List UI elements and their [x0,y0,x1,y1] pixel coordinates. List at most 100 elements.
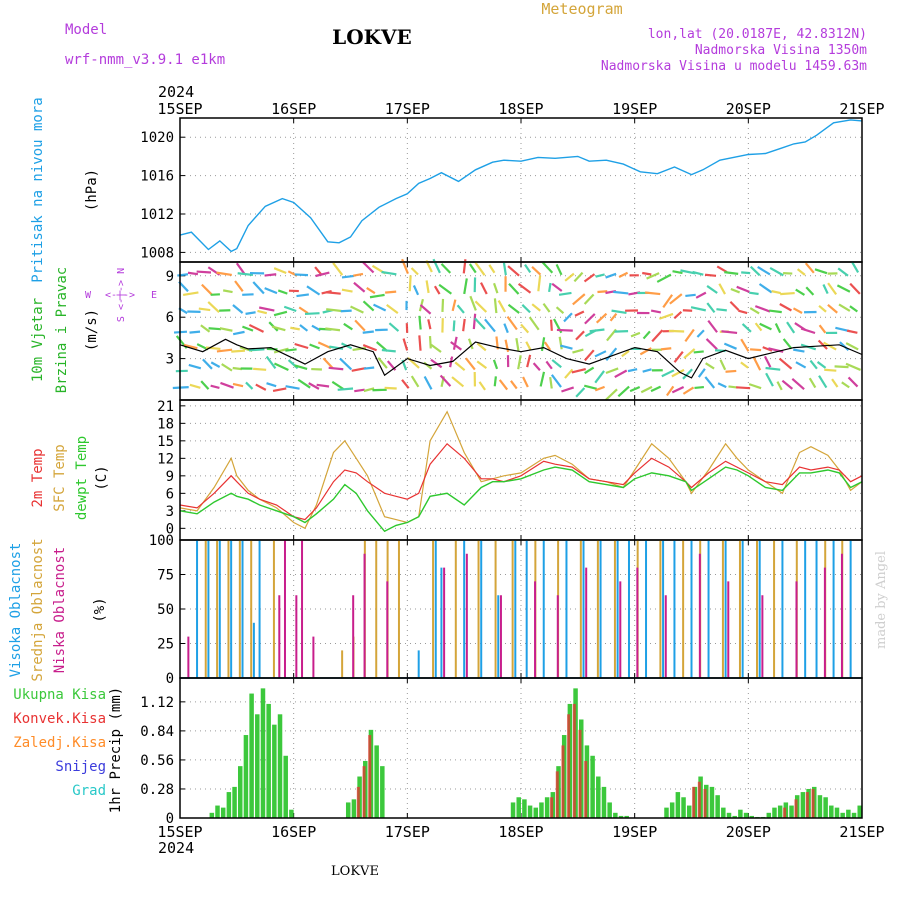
wind-arrow [595,351,606,356]
precip-bar-total [789,806,794,818]
wind-arrow [618,387,629,397]
wind-arrow [494,360,497,369]
wind-unit: (m/s) [84,309,100,351]
wind-arrow [190,385,200,388]
wind-arrow [584,274,594,281]
wind-arrow [651,311,661,313]
y-tick-label: 1020 [140,130,174,146]
panel-precipitation: 00.280.560.841.12 [140,678,862,827]
wind-arrow [565,369,572,378]
precip-bar-total [738,810,743,818]
precip-bar-convective [578,730,581,818]
wind-arrow [231,351,245,352]
precip-bar-convective [794,799,797,818]
wind-arrow [585,368,594,374]
wind-arrow [442,299,443,312]
wind-arrow [787,322,794,333]
wind-arrow [273,388,286,390]
wind-arrow [494,283,497,293]
wind-arrow [455,362,464,370]
precip-bar-total [687,806,692,818]
wind-arrow [523,377,528,387]
wind-arrow [819,306,826,312]
wind-arrow [565,274,574,281]
wind-arrow [542,337,544,351]
wind-arrow [697,330,704,337]
wind-arrow [772,291,781,293]
wind-arrow [385,388,397,389]
wind-arrow [354,390,364,392]
dewpoint-line [180,467,862,531]
precip-bar-total [528,806,533,818]
wind-arrow [538,276,540,292]
low-cloud-title: Niska Oblacnost [52,547,68,673]
wind-arrow [453,300,456,311]
wind-arrow [300,325,307,331]
precip-bar-total [539,802,544,818]
wind-arrow [475,318,485,329]
wind-arrow [340,359,351,370]
wind-arrow [235,281,243,291]
wind-arrow [332,382,343,389]
precip-bar-total [278,714,283,818]
wind-arrow [546,361,551,368]
wind-arrow [750,308,759,313]
wind-arrow [344,324,353,330]
wind-arrow [265,288,277,293]
wind-arrow [719,284,725,294]
pressure-title: Pritisak na nivou mora [30,97,46,282]
wind-arrow [770,268,783,275]
wind-arrow [421,305,431,314]
wind-arrow [823,284,827,293]
wind-arrow [338,389,353,390]
wind-arrow [818,362,826,368]
wind-arrow [793,308,802,313]
wind-arrow [849,377,858,386]
wind-arrow [606,389,617,400]
wind-arrow [378,358,387,368]
wind-arrow [574,273,582,282]
wind-arrow [685,330,694,342]
precip-bar-total [676,792,681,818]
y-tick-label: 18 [157,416,174,432]
wind-arrow [267,357,276,369]
precip-bar-total [840,813,845,818]
wind-arrow [479,382,485,390]
wind-arrow [318,342,331,348]
precip-bar-total [380,766,385,818]
wind-arrow [806,263,814,273]
wind-arrow [475,301,486,312]
day-label-top: 21SEP [839,100,884,118]
wind-arrow [575,311,584,315]
wind-arrow [489,265,494,273]
y-tick-label: 15 [157,434,174,450]
wind-arrow [557,307,564,313]
precip-bar-convective [806,792,809,818]
wind-arrow [597,314,607,323]
wind-arrow [353,274,363,276]
wind-arrow [233,305,243,313]
precip-legend-item: Zaledj.Kisa [13,735,106,751]
precip-bar-convective [368,735,371,818]
y-tick-label: 12 [157,451,174,467]
wind-arrow [820,325,826,333]
wind-arrow [595,371,604,383]
y-tick-label: 1.12 [140,695,174,711]
wind-arrow [257,311,266,313]
wind-arrow [233,384,243,386]
wind-arrow [508,266,519,276]
y-tick-label: 6 [166,486,174,502]
precip-bar-convective [556,771,559,818]
wind-arrow [584,386,596,389]
wind-arrow [190,332,201,333]
day-label-bottom: 19SEP [612,823,657,841]
wind-arrow [576,331,584,339]
wind-arrow [532,267,540,275]
precip-bar-total [607,802,612,818]
wind-arrow [305,313,320,314]
wind-arrow [298,380,310,388]
precip-bar-convective [812,789,815,818]
wind-arrow [796,362,806,367]
wind-arrow [643,369,652,371]
